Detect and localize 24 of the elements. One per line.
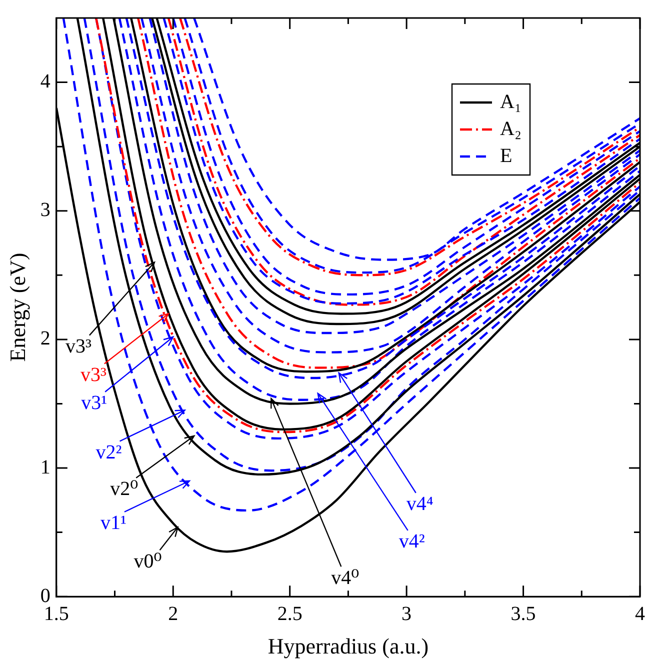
x-tick-label: 3.5 bbox=[510, 602, 536, 625]
x-tick-label: 4 bbox=[635, 602, 645, 625]
y-axis-title: Energy (eV) bbox=[4, 252, 30, 362]
y-tick-label: 1 bbox=[40, 456, 50, 478]
legend-label: A₂ bbox=[500, 118, 522, 140]
y-tick-label: 2 bbox=[40, 328, 50, 350]
y-tick-label: 4 bbox=[40, 70, 50, 93]
x-tick-label: 2.5 bbox=[277, 602, 302, 625]
annotation: v0⁰ bbox=[134, 550, 162, 572]
annotation: v1¹ bbox=[100, 512, 126, 534]
legend-label: E bbox=[500, 144, 512, 167]
x-tick-label: 2 bbox=[168, 602, 178, 625]
y-tick-label: 3 bbox=[40, 199, 50, 222]
legend-label: A₁ bbox=[500, 90, 522, 113]
annotation: v3³ bbox=[65, 336, 92, 358]
annotation: v4⁴ bbox=[406, 493, 434, 516]
annotation: v2⁰ bbox=[110, 478, 138, 500]
annotation: v4² bbox=[398, 530, 425, 553]
annotation: v4⁰ bbox=[331, 566, 360, 589]
x-axis-title: Hyperradius (a.u.) bbox=[268, 634, 429, 659]
annotation: v2² bbox=[96, 441, 122, 464]
annotation: v3³ bbox=[80, 364, 106, 386]
annotation: v3¹ bbox=[81, 392, 108, 414]
x-tick-label: 3 bbox=[402, 602, 412, 625]
